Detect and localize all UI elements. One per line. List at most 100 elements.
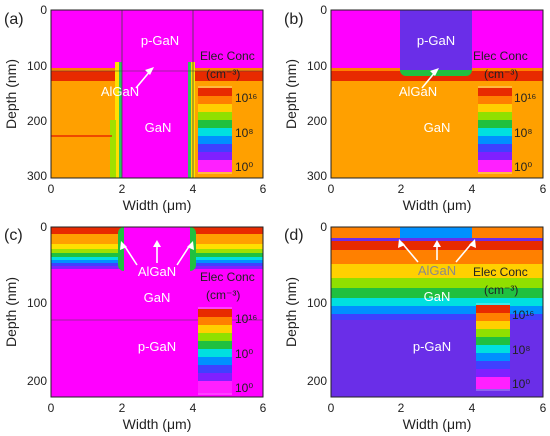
panel-d-legend-tick-mid: 10⁸ bbox=[512, 343, 530, 357]
panel-c-legend-swatch-4 bbox=[198, 333, 232, 341]
panel-a-frame bbox=[50, 9, 264, 179]
panel-a-pgan-label: p-GaN bbox=[141, 33, 179, 48]
panel-d-legend-swatch-9 bbox=[476, 369, 510, 377]
panel-c: Elec Conc (cm⁻³) 10¹⁶ 10⁰ 10⁰ AlGaN GaN … bbox=[3, 220, 267, 432]
panel-d-legend-swatch-7 bbox=[476, 353, 510, 361]
panel-d-channel-top bbox=[400, 227, 472, 238]
panel-b-y-tick-0: 0 bbox=[320, 3, 327, 17]
panel-a-legend-unit: (cm⁻³) bbox=[206, 67, 240, 81]
panel-a-arrow-head bbox=[145, 67, 154, 75]
panel-b: Elec Conc (cm⁻³) 10¹⁶ 10⁸ 10⁰ p-GaN AlGa… bbox=[283, 3, 547, 213]
panel-a: Elec Conc (cm⁻³) 10¹⁶ 10⁸ 10⁰ p-GaN AlGa… bbox=[3, 3, 267, 213]
panel-a-x-axis: 0 2 4 6 Width (μm) bbox=[48, 182, 267, 213]
panel-d-y-axis-label: Depth (nm) bbox=[283, 277, 299, 347]
panel-c-x-tick-6: 6 bbox=[260, 401, 267, 415]
panel-c-legend: Elec Conc (cm⁻³) 10¹⁶ 10⁰ 10⁰ bbox=[198, 270, 257, 395]
panel-c-arrow-right-line bbox=[176, 244, 191, 266]
panel-b-legend-swatch-6 bbox=[478, 128, 512, 136]
panel-c-y-axis-label: Depth (nm) bbox=[3, 277, 19, 347]
panel-b-legend-unit: (cm⁻³) bbox=[484, 67, 518, 81]
panel-b-label: (b) bbox=[284, 11, 304, 28]
panel-b-legend-title: Elec Conc bbox=[473, 49, 528, 63]
panel-d-arrow-mid-head bbox=[433, 240, 441, 247]
panel-b-gan-label: GaN bbox=[424, 120, 451, 135]
panel-d-legend-title: Elec Conc bbox=[473, 265, 528, 279]
panel-b-x-tick-2: 2 bbox=[398, 182, 405, 196]
panel-a-algan-label: AlGaN bbox=[101, 84, 139, 99]
panel-d-arrow-left-line bbox=[401, 242, 419, 263]
panel-a-x-tick-4: 4 bbox=[190, 182, 197, 196]
panel-c-algan-label: AlGaN bbox=[138, 264, 176, 279]
panel-b-legend-swatch-5 bbox=[478, 120, 512, 128]
panel-c-pgan-label: p-GaN bbox=[138, 339, 176, 354]
panel-b-channel-region bbox=[400, 10, 472, 70]
panel-d-legend-swatch-5 bbox=[476, 337, 510, 345]
panel-d-x-tick-6: 6 bbox=[540, 401, 547, 415]
panel-b-pgan-label: p-GaN bbox=[417, 33, 455, 48]
panel-d-blue-band bbox=[331, 306, 543, 314]
panel-d-gan-label: GaN bbox=[424, 289, 451, 304]
panel-a-y-tick-200: 200 bbox=[27, 114, 47, 128]
panel-c-x-axis: 0 2 4 6 Width (μm) bbox=[48, 401, 267, 432]
panel-a-x-tick-6: 6 bbox=[260, 182, 267, 196]
panel-c-legend-unit: (cm⁻³) bbox=[206, 288, 240, 302]
panel-c-legend-swatch-9 bbox=[198, 373, 232, 381]
panel-c-plot: Elec Conc (cm⁻³) 10¹⁶ 10⁰ 10⁰ AlGaN GaN … bbox=[50, 226, 264, 398]
panel-d-y-axis: Depth (nm) 0 100 200 bbox=[283, 220, 327, 388]
panel-d-dark-band bbox=[331, 238, 543, 241]
panel-d-legend-tick-top: 10¹⁶ bbox=[512, 308, 534, 322]
panel-d-plot: Elec Conc (cm⁻³) 10¹⁶ 10⁸ 10⁰ AlGaN GaN … bbox=[330, 226, 544, 398]
panel-b-legend-swatch-10 bbox=[478, 160, 512, 172]
panel-a-right-green-strip bbox=[186, 62, 191, 178]
panel-c-gan-label: GaN bbox=[144, 290, 171, 305]
panel-b-y-tick-100: 100 bbox=[307, 59, 327, 73]
panel-a-legend-swatch-1 bbox=[198, 88, 232, 96]
panel-c-y-tick-100: 100 bbox=[27, 296, 47, 310]
panel-b-y-tick-200: 200 bbox=[307, 114, 327, 128]
panel-a-legend-tick-mid: 10⁸ bbox=[235, 126, 253, 140]
panel-c-legend-tick-bottom: 10⁰ bbox=[235, 381, 253, 395]
panel-d-y-tick-200: 200 bbox=[307, 374, 327, 388]
panel-a-left-yellow-edge bbox=[115, 62, 120, 178]
panel-b-legend-tick-bottom: 10⁰ bbox=[514, 160, 532, 174]
panel-a-legend-swatch-6 bbox=[198, 128, 232, 136]
panel-a-legend-swatch-2 bbox=[198, 96, 232, 104]
panel-d-cyan-band bbox=[331, 298, 543, 306]
panel-c-legend-swatch-5 bbox=[198, 341, 232, 349]
panel-b-arrow-head bbox=[430, 68, 439, 76]
panel-b-legend-swatch-7 bbox=[478, 136, 512, 144]
panel-d-legend-swatch-1 bbox=[476, 305, 510, 313]
panel-a-legend-swatch-5 bbox=[198, 120, 232, 128]
panel-b-x-axis: 0 2 4 6 Width (μm) bbox=[328, 182, 547, 213]
panel-b-legend-tick-mid: 10⁸ bbox=[514, 126, 532, 140]
panel-d-legend-swatch-6 bbox=[476, 345, 510, 353]
panel-c-legend-swatch-7 bbox=[198, 357, 232, 365]
panel-d-x-tick-0: 0 bbox=[328, 401, 335, 415]
panel-d-green-band bbox=[331, 288, 543, 298]
panel-c-x-tick-4: 4 bbox=[190, 401, 197, 415]
panel-c-legend-tick-mid: 10⁰ bbox=[235, 347, 253, 361]
panel-c-legend-tick-top: 10¹⁶ bbox=[235, 312, 257, 326]
panel-a-left-green-strip bbox=[119, 62, 124, 178]
panel-c-frame bbox=[50, 226, 264, 398]
panel-a-y-tick-0: 0 bbox=[40, 3, 47, 17]
panel-d-x-tick-4: 4 bbox=[469, 401, 476, 415]
panel-d-legend-unit: (cm⁻³) bbox=[484, 283, 518, 297]
panel-c-x-tick-2: 2 bbox=[119, 401, 126, 415]
panel-a-legend-title: Elec Conc bbox=[200, 49, 255, 63]
panel-a-channel-region bbox=[122, 62, 188, 178]
panel-c-label: (c) bbox=[4, 227, 23, 244]
panel-a-x-axis-label: Width (μm) bbox=[123, 197, 192, 213]
panel-d-legend-swatch-4 bbox=[476, 329, 510, 337]
panel-a-x-tick-0: 0 bbox=[48, 182, 55, 196]
panel-c-legend-title: Elec Conc bbox=[200, 270, 255, 284]
panel-d-y-tick-100: 100 bbox=[307, 296, 327, 310]
panel-d-arrow-left-head bbox=[398, 239, 405, 248]
panel-b-legend-tick-top: 10¹⁶ bbox=[514, 91, 536, 105]
panel-b-legend-swatch-3 bbox=[478, 104, 512, 112]
panel-b-legend-swatch-1 bbox=[478, 88, 512, 96]
panel-b-x-axis-label: Width (μm) bbox=[403, 197, 472, 213]
panel-c-arrow-right-head bbox=[187, 241, 194, 250]
panel-c-legend-swatch-6 bbox=[198, 349, 232, 357]
